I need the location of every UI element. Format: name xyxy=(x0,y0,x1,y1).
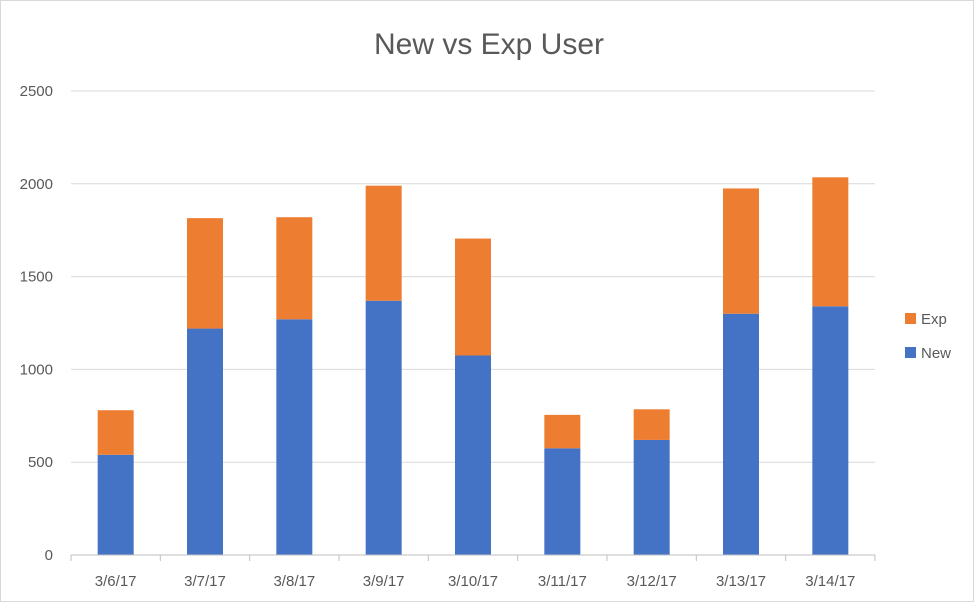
y-tick-label: 0 xyxy=(45,547,53,564)
chart-title: New vs Exp User xyxy=(374,28,604,61)
y-tick-label: 2000 xyxy=(20,176,53,193)
x-tick-label: 3/13/17 xyxy=(716,573,766,590)
x-tick-label: 3/7/17 xyxy=(184,573,226,590)
legend-label-new: New xyxy=(921,345,951,362)
bar-new-8 xyxy=(812,306,849,555)
bar-new-1 xyxy=(187,328,223,555)
bar-new-7 xyxy=(723,313,759,555)
y-axis-ticks: 0 500 1000 1500 2000 2500 xyxy=(20,83,53,564)
x-tick-label: 3/12/17 xyxy=(627,573,677,590)
x-axis-ticks: 3/6/17 3/7/17 3/8/17 3/9/17 3/10/17 3/11/17 3/… xyxy=(95,573,856,590)
y-tick-label: 500 xyxy=(28,454,53,471)
bar-exp-1 xyxy=(187,218,223,329)
bar-new-6 xyxy=(633,439,670,555)
bar-new-5 xyxy=(544,448,581,555)
x-tick-label: 3/9/17 xyxy=(363,573,405,590)
bar-new-2 xyxy=(276,319,313,555)
y-tick-label: 2500 xyxy=(20,83,53,100)
bar-exp-6 xyxy=(633,409,670,440)
legend-swatch-new xyxy=(905,347,916,358)
bar-exp-5 xyxy=(544,414,581,449)
bar-new-3 xyxy=(365,300,402,555)
x-tick-label: 3/11/17 xyxy=(538,573,587,590)
bar-exp-2 xyxy=(276,217,313,320)
bars xyxy=(97,177,849,555)
bar-exp-8 xyxy=(812,177,849,307)
legend-swatch-exp xyxy=(905,313,916,324)
x-tick-label: 3/14/17 xyxy=(805,573,855,590)
bar-exp-7 xyxy=(723,188,759,314)
bar-exp-3 xyxy=(365,185,402,301)
bar-exp-4 xyxy=(455,238,491,356)
y-tick-label: 1500 xyxy=(20,269,53,286)
legend: Exp New xyxy=(905,311,951,362)
bar-new-4 xyxy=(455,355,491,555)
legend-label-exp: Exp xyxy=(921,311,947,328)
x-tick-label: 3/10/17 xyxy=(448,573,498,590)
x-axis xyxy=(70,554,876,561)
y-tick-label: 1000 xyxy=(20,361,53,378)
bar-new-0 xyxy=(97,454,134,555)
x-tick-label: 3/6/17 xyxy=(95,573,137,590)
x-tick-label: 3/8/17 xyxy=(273,573,315,590)
bar-exp-0 xyxy=(97,410,134,455)
